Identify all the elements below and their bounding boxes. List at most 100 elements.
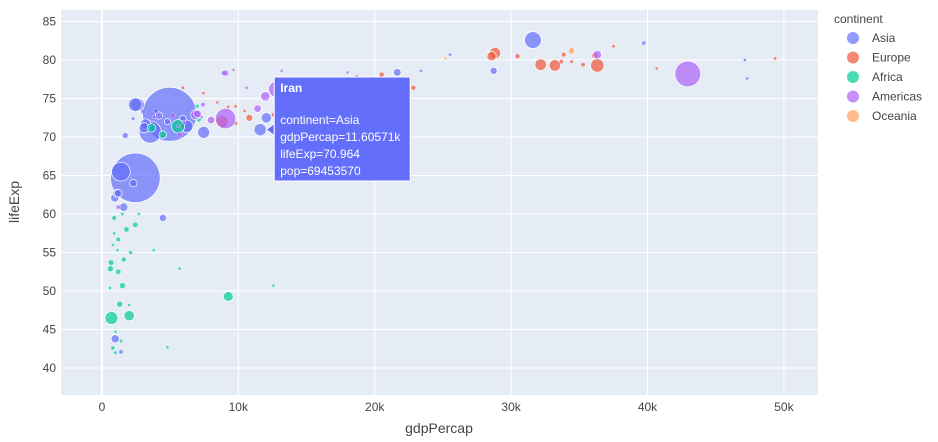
bubble-point[interactable] <box>674 60 702 88</box>
bubble-point[interactable] <box>115 237 121 242</box>
bubble-point[interactable] <box>116 300 124 308</box>
bubble-point[interactable] <box>178 267 182 271</box>
bubble-point[interactable] <box>140 109 146 115</box>
bubble-point[interactable] <box>120 212 125 216</box>
bubble-point[interactable] <box>132 222 139 228</box>
bubble-point[interactable] <box>115 204 121 210</box>
bubble-point[interactable] <box>165 345 170 349</box>
bubble-point[interactable] <box>123 310 135 322</box>
bubble-point[interactable] <box>514 53 521 59</box>
bubble-point[interactable] <box>127 303 131 307</box>
bubble-point[interactable] <box>158 130 167 139</box>
series-africa[interactable] <box>104 104 276 355</box>
bubble-point[interactable] <box>123 226 130 233</box>
bubble-point[interactable] <box>113 330 118 334</box>
bubble-point[interactable] <box>122 132 129 139</box>
bubble-point[interactable] <box>242 109 247 113</box>
bubble-point[interactable] <box>253 123 267 137</box>
bubble-point[interactable] <box>244 86 249 90</box>
bubble-point[interactable] <box>181 120 187 125</box>
bubble-point[interactable] <box>410 85 416 91</box>
bubble-point[interactable] <box>119 202 129 212</box>
bubble-point[interactable] <box>169 112 176 119</box>
bubble-point[interactable] <box>197 126 210 139</box>
bubble-point[interactable] <box>176 124 180 129</box>
bubble-point[interactable] <box>773 56 777 61</box>
bubble-point[interactable] <box>611 44 616 48</box>
bubble-point[interactable] <box>253 104 262 113</box>
bubble-point[interactable] <box>214 107 237 130</box>
bubble-point[interactable] <box>569 59 574 64</box>
bubble-point[interactable] <box>200 102 206 108</box>
bubble-point[interactable] <box>233 104 238 108</box>
bubble-point[interactable] <box>115 248 120 252</box>
bubble-point[interactable] <box>177 132 183 138</box>
bubble-point[interactable] <box>106 265 114 273</box>
bubble-point[interactable] <box>128 250 133 255</box>
bubble-point[interactable] <box>590 58 605 73</box>
bubble-point[interactable] <box>151 114 157 120</box>
bubble-point[interactable] <box>443 56 448 61</box>
bubble-point[interactable] <box>260 91 271 102</box>
bubble-point[interactable] <box>119 339 123 343</box>
bubble-point[interactable] <box>131 116 135 121</box>
bubble-point[interactable] <box>128 97 143 112</box>
bubble-point[interactable] <box>121 257 127 262</box>
bubble-point[interactable] <box>206 115 216 125</box>
bubble-point[interactable] <box>129 179 138 188</box>
data-points[interactable] <box>104 31 777 355</box>
bubble-point[interactable] <box>548 59 561 72</box>
bubble-point[interactable] <box>111 243 115 247</box>
bubble-point[interactable] <box>137 212 141 216</box>
bubble-point[interactable] <box>641 40 646 46</box>
bubble-point[interactable] <box>104 311 119 325</box>
bubble-point[interactable] <box>561 52 567 58</box>
bubble-point[interactable] <box>567 47 576 55</box>
bubble-point[interactable] <box>110 334 120 344</box>
bubble-point[interactable] <box>279 69 284 73</box>
bubble-point[interactable] <box>152 248 156 252</box>
bubble-point[interactable] <box>260 112 272 124</box>
bubble-point[interactable] <box>163 118 171 126</box>
bubble-point[interactable] <box>158 213 167 222</box>
bubble-point[interactable] <box>489 66 498 75</box>
bubble-point[interactable] <box>106 313 110 317</box>
bubble-point[interactable] <box>153 108 159 114</box>
bubble-point[interactable] <box>146 123 157 133</box>
bubble-point[interactable] <box>115 269 122 275</box>
legend-item-oceania[interactable]: Oceania <box>847 109 917 123</box>
bubble-point[interactable] <box>193 109 202 119</box>
bubble-point[interactable] <box>201 91 206 95</box>
bubble-point[interactable] <box>200 115 204 119</box>
legend-item-asia[interactable]: Asia <box>847 31 896 45</box>
bubble-point[interactable] <box>559 59 564 64</box>
bubble-point[interactable] <box>118 349 124 355</box>
bubble-point[interactable] <box>156 112 161 117</box>
bubble-point[interactable] <box>486 51 497 62</box>
bubble-point[interactable] <box>108 286 112 290</box>
bubble-point[interactable] <box>221 70 227 76</box>
bubble-point[interactable] <box>114 189 123 198</box>
bubble-point[interactable] <box>181 86 185 90</box>
bubble-point[interactable] <box>743 58 747 62</box>
bubble-point[interactable] <box>215 100 219 105</box>
bubble-point[interactable] <box>655 66 659 71</box>
bubble-point[interactable] <box>745 76 749 81</box>
bubble-point[interactable] <box>448 53 452 57</box>
legend-item-americas[interactable]: Americas <box>847 90 922 104</box>
legend[interactable]: Asia Europe Africa Americas Oceania <box>847 31 922 123</box>
legend-item-africa[interactable]: Africa <box>847 70 903 84</box>
bubble-point[interactable] <box>393 68 402 77</box>
bubble-point[interactable] <box>195 104 200 109</box>
bubble-point[interactable] <box>524 31 542 49</box>
bubble-point[interactable] <box>419 69 423 73</box>
legend-item-europe[interactable]: Europe <box>847 51 911 65</box>
bubble-point[interactable] <box>345 70 350 75</box>
series-americas[interactable] <box>115 50 702 210</box>
bubble-point[interactable] <box>271 284 276 288</box>
series-oceania[interactable] <box>443 47 576 61</box>
bubble-point[interactable] <box>231 68 236 72</box>
bubble-point[interactable] <box>245 113 254 122</box>
bubble-point[interactable] <box>111 161 131 182</box>
bubble-point[interactable] <box>113 350 118 355</box>
